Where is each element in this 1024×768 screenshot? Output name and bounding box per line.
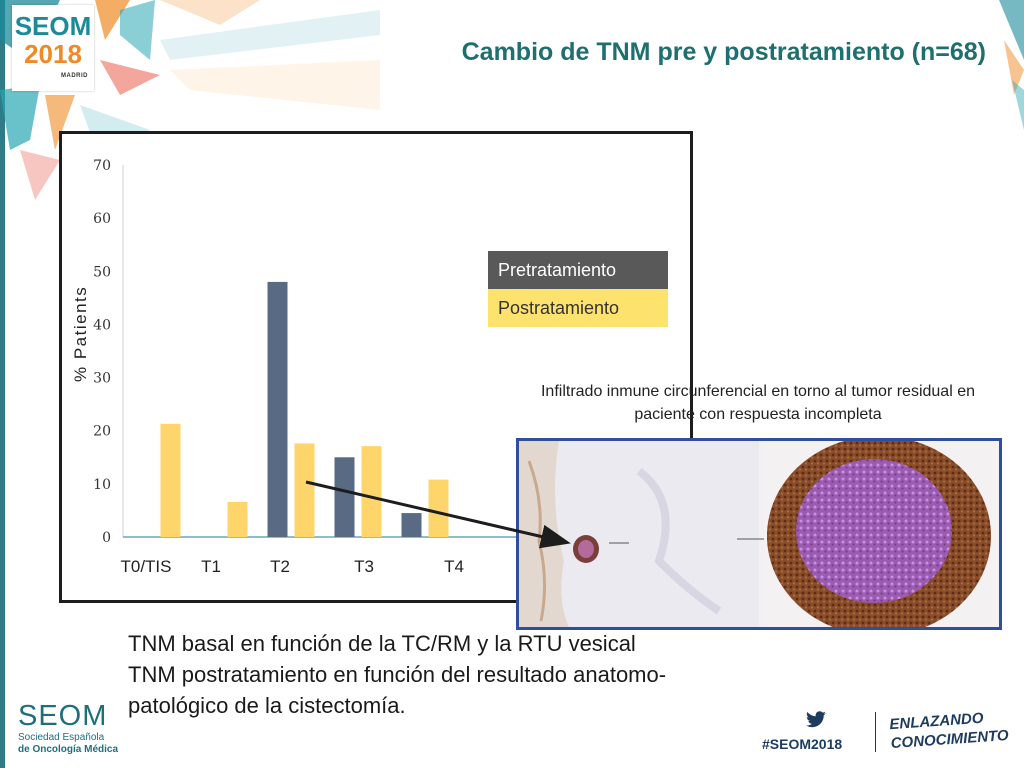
twitter-icon [806,711,826,728]
footer-divider [875,712,876,752]
bar-post-1 [227,501,248,537]
description-line-1: TNM basal en función de la TC/RM y la RT… [128,631,636,656]
bar-post-3 [361,446,382,537]
x-tick-label: T1 [201,557,221,576]
footer-subtitle-1: Sociedad Española [18,732,105,743]
x-tick-label: T3 [354,557,374,576]
x-tick-label: T0/TIS [120,557,171,576]
y-tick-label: 50 [93,264,111,280]
histology-image [516,438,1002,630]
histology-illustration [519,441,999,627]
logo-year: 2018 [24,39,82,69]
y-tick-label: 70 [93,158,111,174]
hashtag: #SEOM2018 [762,736,843,752]
x-tick-label: T2 [270,557,290,576]
legend-pretratamiento: Pretratamiento [488,251,668,289]
y-tick-label: 0 [102,530,111,546]
logo-brand: SEOM [14,11,92,41]
y-tick-label: 40 [93,317,111,333]
arrow-icon [305,480,571,549]
bar-post-0 [160,423,181,537]
bar-pre-2 [267,281,288,537]
footer-brand: SEOM [18,700,108,732]
slide-title: Cambio de TNM pre y postratamiento (n=68… [461,38,986,66]
bar-pre-3 [334,457,355,537]
footer-subtitle-2: de Oncología Médica [18,744,119,755]
description-line-2: TNM postratamiento en función del result… [128,662,667,718]
legend-postratamiento: Postratamiento [488,289,668,327]
right-edge-decoration [999,0,1024,130]
bar-post-4 [428,479,449,537]
logo-city: MADRID [61,73,88,79]
description-text: TNM basal en función de la TC/RM y la RT… [128,628,748,721]
bars-layer [160,281,449,537]
seom-2018-logo: SEOM 2018 MADRID [12,5,94,91]
y-tick-label: 10 [93,477,111,493]
bar-pre-4 [401,513,422,537]
x-tick-layer: T0/TIS T1 T2 T3 T4 [120,557,463,576]
image-caption: Infiltrado inmune circunferencial en tor… [540,383,975,423]
y-tick-label: 30 [93,371,111,387]
x-tick-label: T4 [444,557,464,576]
y-tick-label: 60 [93,211,111,227]
bar-chart: 0 10 20 30 40 50 60 70 T0/TIS T1 T2 T3 T4 [93,158,682,576]
y-tick-label: 20 [93,424,111,440]
left-accent-stripe [0,0,5,768]
bar-post-2 [294,443,315,537]
